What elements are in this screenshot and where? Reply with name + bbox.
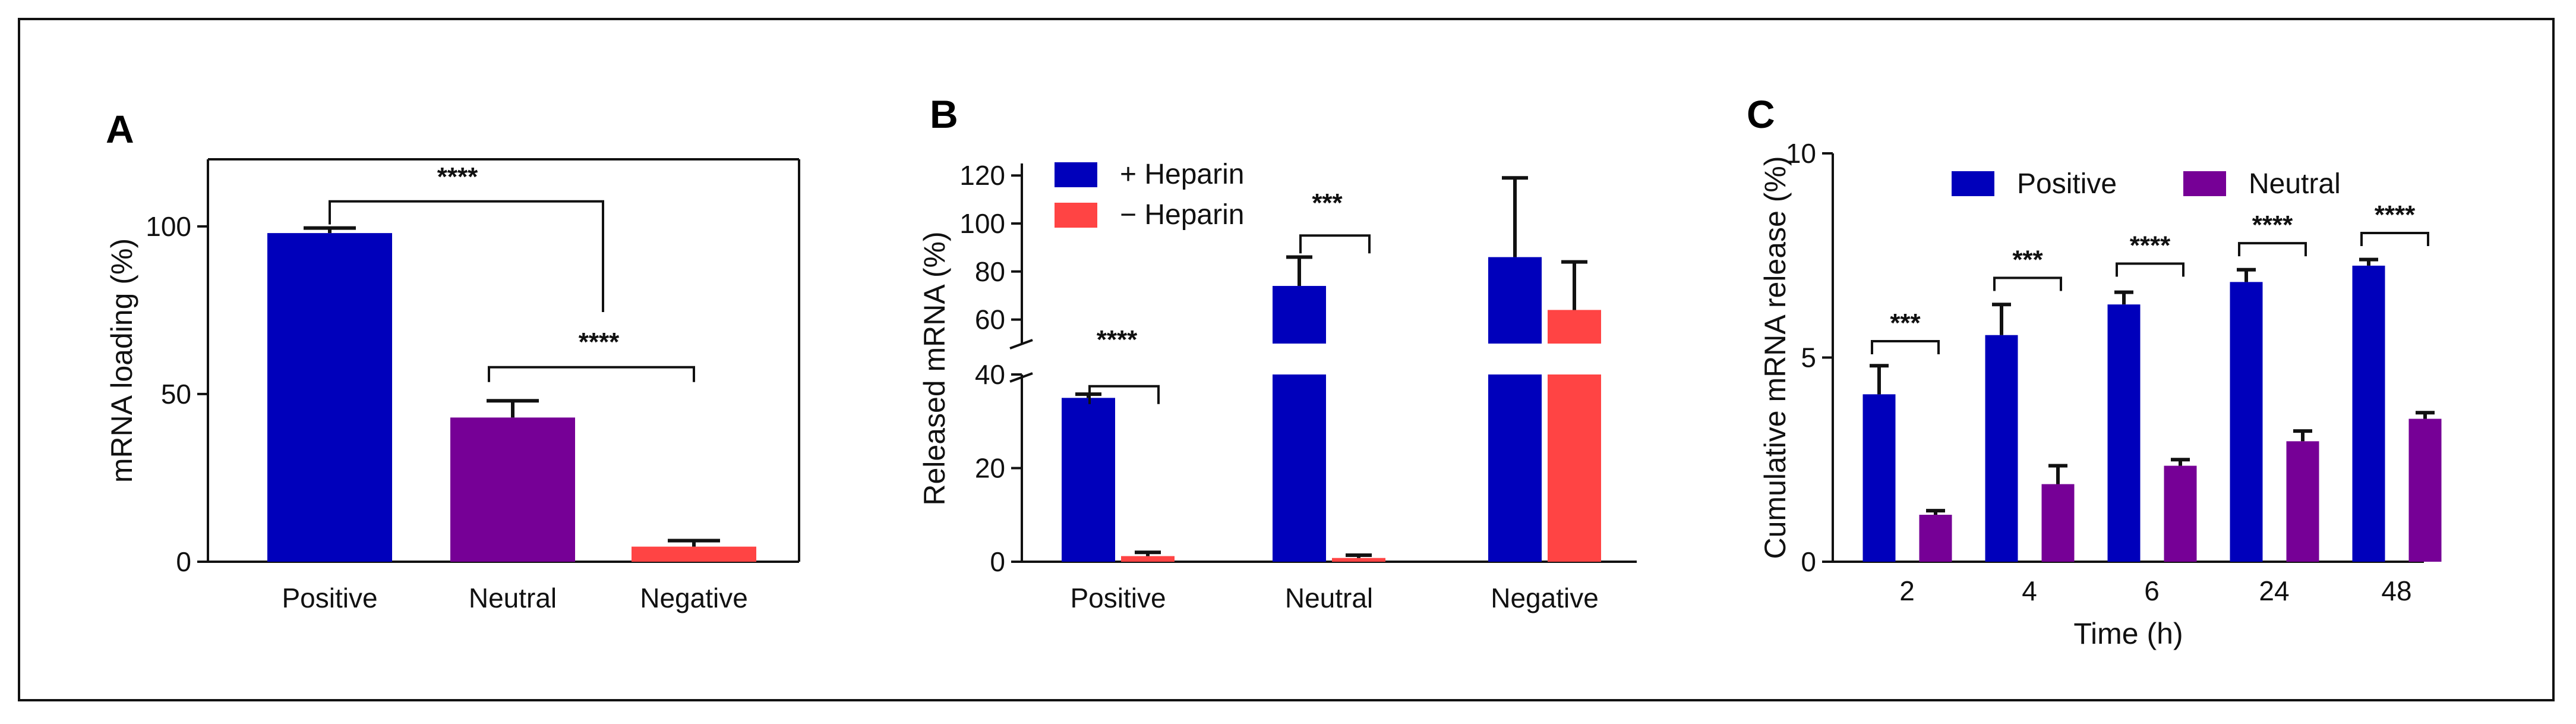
panel-letter-b: B (930, 92, 958, 136)
b-y-tick-label: 0 (990, 546, 1005, 577)
a-bar-positive (267, 233, 392, 562)
b-legend-label: + Heparin (1120, 159, 1244, 190)
b-x-tick-label: Positive (1070, 583, 1166, 613)
panel-a: A 0 50 100 mRNA loading (%) Positive Neutral Ne… (105, 107, 800, 613)
b-y-tick-label: 80 (975, 256, 1005, 287)
b-axis-break-mark (1009, 339, 1033, 350)
c-bar-neutral (2286, 441, 2319, 562)
b-y-tick-label: 100 (959, 208, 1005, 239)
c-y-tick-label: 0 (1801, 546, 1816, 577)
figure-frame (18, 18, 2555, 701)
c-bar-neutral (2408, 418, 2442, 562)
b-legend-label: − Heparin (1120, 199, 1244, 231)
b-bar-minus-heparin-lower (1548, 374, 1601, 562)
a-sig-label: **** (437, 162, 478, 191)
c-sig-label: **** (2375, 200, 2416, 229)
a-x-tick-label: Negative (640, 583, 748, 613)
c-sig-bracket-2h (1871, 340, 1940, 355)
b-legend-swatch-minus (1055, 203, 1097, 228)
b-x-tick-label: Neutral (1285, 583, 1373, 613)
a-bar-negative (632, 546, 756, 562)
c-bar-positive (2352, 265, 2385, 562)
b-y-tick-label: 60 (975, 304, 1005, 335)
b-bar-minus-heparin-upper (1548, 310, 1601, 344)
a-sig-bracket-pos-neg (329, 200, 604, 312)
c-bar-neutral (1919, 514, 1952, 562)
b-bar-plus-heparin-upper (1488, 257, 1542, 344)
a-y-axis-label: mRNA loading (%) (105, 238, 138, 483)
panel-letter-c: C (1747, 92, 1775, 136)
c-bar-positive (2230, 282, 2263, 562)
c-sig-label: *** (1890, 309, 1921, 338)
c-legend-label: Positive (2017, 168, 2117, 200)
b-y-tick-label: 20 (975, 453, 1005, 484)
c-sig-label: *** (2012, 245, 2043, 275)
panel-b: B 0 20 40 60 80 100 120 Released mRNA (%) Positiv… (918, 92, 1637, 613)
c-x-tick-label: 24 (2259, 575, 2289, 606)
c-y-axis-label: Cumulative mRNA release (%) (1759, 156, 1792, 559)
c-x-axis-label: Time (h) (2073, 617, 2183, 650)
c-bar-neutral (2041, 484, 2075, 562)
c-sig-bracket-24h (2238, 242, 2307, 257)
c-y-tick-label: 10 (1786, 138, 1816, 169)
c-sig-bracket-6h (2116, 262, 2184, 277)
c-bar-positive (1862, 394, 1896, 562)
panel-letter-a: A (106, 107, 134, 151)
a-y-tick-label: 0 (176, 546, 191, 577)
b-sig-bracket-positive (1088, 385, 1160, 404)
c-x-tick-label: 4 (2022, 575, 2037, 606)
b-bar-minus-heparin (1121, 556, 1175, 562)
b-sig-bracket-neutral (1299, 234, 1371, 254)
b-bar-plus-heparin-upper (1273, 286, 1326, 344)
c-sig-label: **** (2252, 210, 2293, 240)
a-x-tick-label: Positive (282, 583, 377, 613)
b-sig-label: **** (1097, 325, 1138, 354)
b-x-tick-label: Negative (1491, 583, 1599, 613)
c-bar-neutral (2164, 465, 2197, 562)
a-sig-label: **** (579, 328, 620, 357)
c-sig-bracket-4h (1993, 276, 2062, 291)
c-x-tick-label: 48 (2381, 575, 2411, 606)
c-bar-positive (2107, 304, 2141, 562)
c-x-tick-label: 6 (2144, 575, 2160, 606)
a-y-tick-label: 50 (161, 379, 191, 410)
c-legend-swatch-positive (1952, 171, 1994, 196)
c-legend-swatch-neutral (2183, 171, 2226, 196)
c-legend-label: Neutral (2249, 168, 2341, 200)
a-bar-neutral (450, 417, 575, 562)
a-sig-bracket-neu-neg (488, 366, 695, 382)
b-axis-break-mark (1009, 372, 1033, 383)
c-sig-bracket-48h (2360, 231, 2429, 246)
b-sig-label: *** (1312, 188, 1343, 218)
b-bar-plus-heparin-lower (1488, 374, 1542, 562)
b-y-tick-label: 120 (959, 160, 1005, 191)
c-x-tick-label: 2 (1899, 575, 1915, 606)
b-y-axis-label: Released mRNA (%) (918, 231, 951, 505)
a-x-tick-label: Neutral (469, 583, 557, 613)
b-bar-minus-heparin (1332, 558, 1385, 562)
b-bar-plus-heparin (1062, 398, 1115, 562)
a-y-tick-label: 100 (146, 211, 191, 242)
c-y-tick-label: 5 (1801, 342, 1816, 373)
b-bar-plus-heparin-lower (1273, 374, 1326, 562)
b-y-tick-label: 40 (975, 359, 1005, 390)
b-legend-swatch-plus (1055, 162, 1097, 187)
c-bar-positive (1985, 335, 2018, 562)
c-sig-label: **** (2130, 231, 2171, 260)
